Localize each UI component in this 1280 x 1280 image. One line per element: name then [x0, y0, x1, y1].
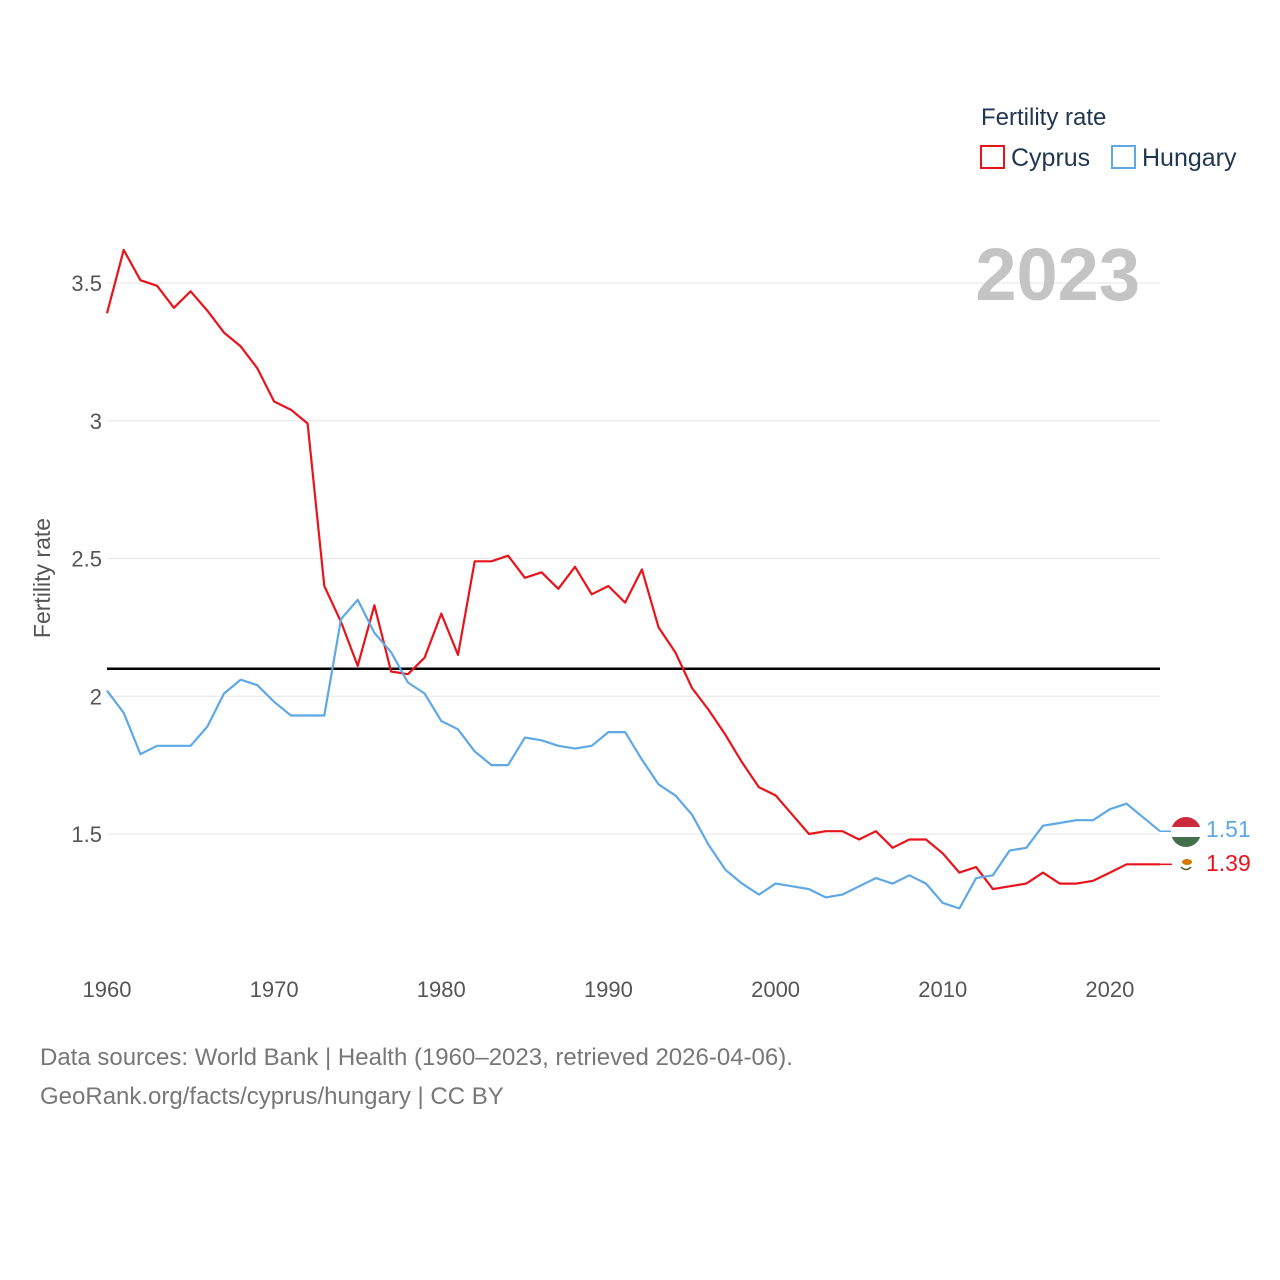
legend-swatch-hungary	[1111, 145, 1136, 169]
y-tick-label: 3.5	[71, 271, 102, 296]
cyprus-flag-icon	[1177, 856, 1195, 874]
x-tick-label: 1960	[83, 977, 132, 1002]
series-line-cyprus[interactable]	[105, 248, 1160, 891]
legend-swatch-cyprus	[980, 145, 1005, 169]
y-gridlines	[107, 282, 1160, 835]
y-tick-label: 2.5	[71, 547, 102, 572]
x-tick-label: 1980	[417, 977, 466, 1002]
legend-label-hungary[interactable]: Hungary	[1142, 144, 1237, 172]
y-tick-label: 1.5	[71, 822, 102, 847]
x-tick-label: 2010	[918, 977, 967, 1002]
y-tick-label: 2	[90, 684, 102, 709]
cyprus-end-value: 1.39	[1206, 850, 1251, 876]
hungary-end-value: 1.51	[1206, 816, 1251, 842]
legend: Fertility rate Cyprus Hungary	[980, 104, 1237, 172]
hungary-flag-icon	[1171, 817, 1201, 847]
legend-label-cyprus[interactable]: Cyprus	[1011, 144, 1090, 172]
y-tick-label: 3	[90, 409, 102, 434]
attribution-link[interactable]: GeoRank.org/facts/cyprus/hungary | CC BY	[40, 1083, 504, 1110]
x-tick-label: 2020	[1085, 977, 1134, 1002]
data-source-note: Data sources: World Bank | Health (1960–…	[40, 1044, 793, 1071]
legend-title: Fertility rate	[981, 104, 1106, 131]
series-lines	[105, 248, 1172, 910]
x-tick-label: 1990	[584, 977, 633, 1002]
x-tick-label: 2000	[751, 977, 800, 1002]
x-axis-ticks: 1960 1970 1980 1990 2000 2010 2020	[83, 977, 1135, 1002]
x-tick-label: 1970	[250, 977, 299, 1002]
current-year-label: 2023	[975, 233, 1140, 316]
y-axis-ticks: 1.5 2 2.5 3 3.5	[71, 271, 102, 847]
series-line-hungary[interactable]	[106, 598, 1161, 910]
y-axis-label: Fertility rate	[29, 518, 55, 638]
